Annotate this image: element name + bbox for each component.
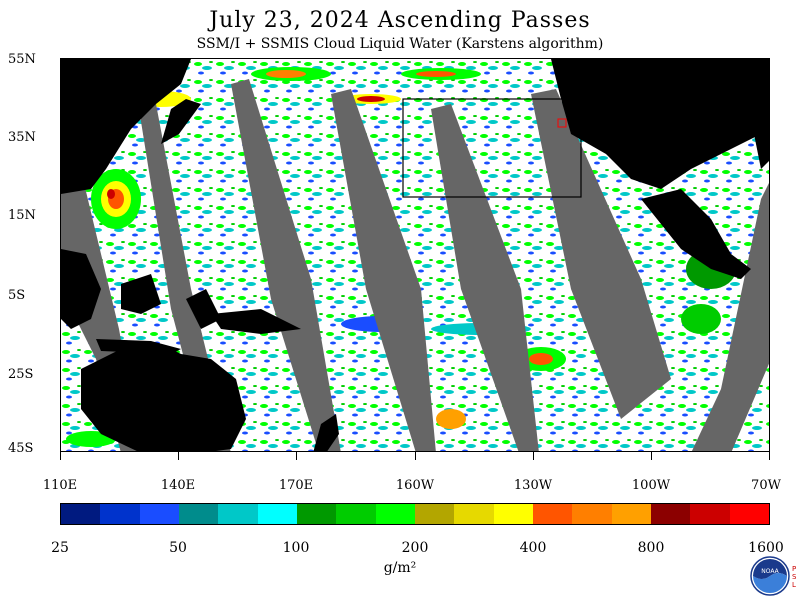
land-masses <box>61 59 769 451</box>
colorbar-swatch-6 <box>296 504 337 524</box>
lat-label-15n: 15N <box>8 208 36 223</box>
lon-label-100w: 100W <box>631 478 671 493</box>
colorbar-swatch-2 <box>139 504 179 524</box>
colorbar-swatch-15 <box>650 504 691 524</box>
lon-label-140e: 140E <box>160 478 196 493</box>
colorbar-swatch-12 <box>532 504 573 524</box>
lat-label-35n: 35N <box>8 130 36 145</box>
colorbar-swatch-10 <box>454 504 494 524</box>
colorbar-swatch-11 <box>493 504 533 524</box>
x-tick <box>296 452 297 460</box>
color-scale-bar <box>60 503 770 525</box>
colorbar-swatch-3 <box>178 504 219 524</box>
colorbar-swatch-16 <box>690 504 730 524</box>
x-tick <box>533 452 534 460</box>
map-svg <box>61 59 769 451</box>
noaa-logo-text: NOAA <box>761 568 779 575</box>
x-tick <box>60 452 61 460</box>
colorbar-label: 800 <box>637 540 665 556</box>
page-title: July 23, 2024 Ascending Passes <box>209 8 591 33</box>
colorbar-swatch-4 <box>218 504 258 524</box>
lat-label-5s: 5S <box>8 288 26 303</box>
x-tick <box>415 452 416 460</box>
logo-side-letters: P S L <box>792 565 797 589</box>
lon-label-70w: 70W <box>751 478 781 493</box>
noaa-logo-icon: NOAA <box>750 556 790 596</box>
colorbar-swatch-9 <box>414 504 455 524</box>
colorbar-swatch-14 <box>611 504 651 524</box>
cloud-liquid-water-map <box>60 58 770 452</box>
inset-box <box>402 98 582 198</box>
x-tick <box>651 452 652 460</box>
colorbar-swatch-13 <box>572 504 612 524</box>
colorbar-label: 50 <box>169 540 187 556</box>
lat-label-45s: 45S <box>8 441 34 456</box>
lon-label-110e: 110E <box>42 478 78 493</box>
lat-label-25s: 25S <box>8 367 34 382</box>
lat-label-55n: 55N <box>8 52 36 67</box>
colorbar-label: 200 <box>401 540 429 556</box>
colorbar-label: 100 <box>282 540 310 556</box>
colorbar-unit: g/m² <box>383 560 417 576</box>
lon-label-170e: 170E <box>278 478 314 493</box>
colorbar-swatch-0 <box>61 504 101 524</box>
colorbar-swatch-8 <box>375 504 415 524</box>
colorbar-swatch-7 <box>336 504 376 524</box>
x-tick <box>769 452 770 460</box>
page-subtitle: SSM/I + SSMIS Cloud Liquid Water (Karste… <box>196 36 604 52</box>
colorbar-swatch-17 <box>729 504 769 524</box>
colorbar-label: 1600 <box>748 540 784 556</box>
colorbar-swatch-5 <box>257 504 297 524</box>
location-marker <box>557 118 567 128</box>
x-tick <box>178 452 179 460</box>
colorbar-label: 400 <box>519 540 547 556</box>
colorbar-label: 25 <box>51 540 69 556</box>
colorbar-swatch-1 <box>100 504 140 524</box>
lon-label-130w: 130W <box>513 478 553 493</box>
lon-label-160w: 160W <box>395 478 435 493</box>
